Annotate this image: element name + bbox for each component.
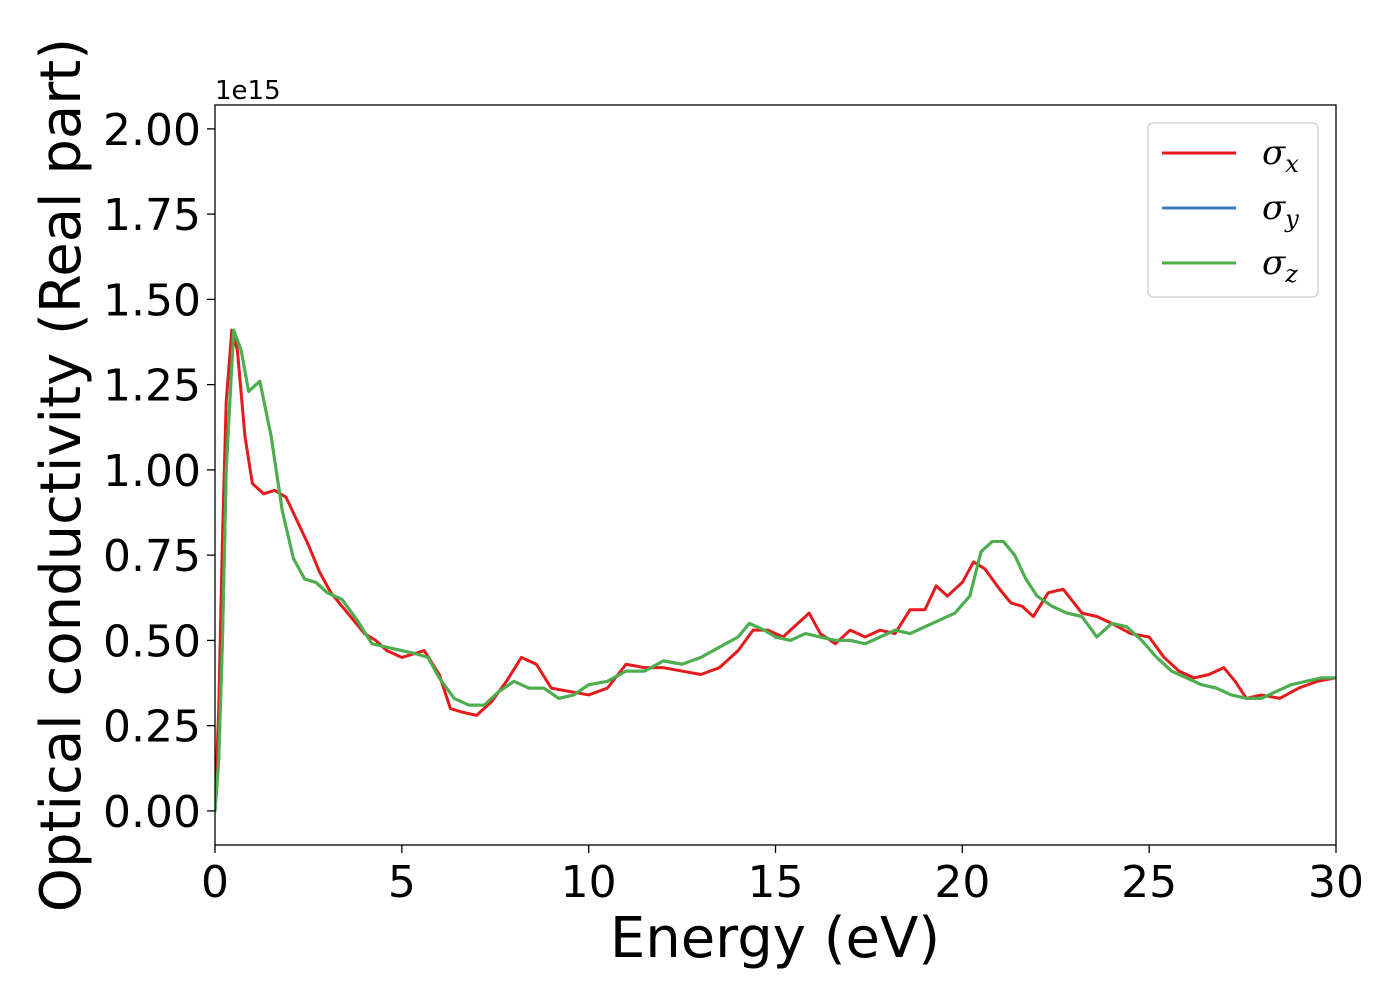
legend-label-base: σ: [1262, 133, 1286, 173]
x-axis-label: Energy (eV): [610, 906, 940, 971]
x-tick-label: 10: [561, 857, 617, 908]
x-tick-label: 20: [934, 857, 990, 908]
series-layer: [215, 328, 1336, 813]
series-line-z: [215, 328, 1336, 813]
y-tick-label: 1.50: [103, 275, 201, 326]
y-offset-label: 1e15: [215, 76, 281, 106]
y-tick-label: 0.75: [103, 531, 201, 582]
x-tick-label: 0: [201, 857, 229, 908]
legend-label-base: σ: [1262, 243, 1286, 283]
x-tick-label: 15: [748, 857, 804, 908]
x-tick-label: 25: [1121, 857, 1177, 908]
legend-label-subscript: x: [1285, 150, 1299, 178]
legend-label-subscript: y: [1284, 205, 1299, 233]
series-line-x: [215, 328, 1336, 813]
y-tick-label: 1.25: [103, 361, 201, 412]
legend-label-base: σ: [1262, 188, 1286, 228]
legend-label-subscript: z: [1284, 260, 1298, 288]
legend-frame: [1147, 122, 1319, 298]
x-tick-label: 5: [388, 857, 416, 908]
y-tick-label: 1.00: [103, 446, 201, 497]
y-tick-label: 0.00: [103, 787, 201, 838]
y-axis-label: Optical conductivity (Real part): [29, 38, 94, 912]
y-tick-label: 0.25: [103, 702, 201, 753]
y-tick-label: 0.50: [103, 616, 201, 667]
legend-label-z: σz: [1262, 243, 1298, 288]
legend-label-y: σy: [1262, 188, 1299, 233]
x-tick-label: 30: [1308, 857, 1364, 908]
y-tick-label: 2.00: [103, 105, 201, 156]
series-line-y: [215, 328, 1336, 813]
legend-label-x: σx: [1262, 133, 1299, 178]
x-axis: 0 5 10 15 20 25 30: [201, 845, 1364, 908]
y-tick-label: 1.75: [103, 190, 201, 241]
y-axis: 0.00 0.25 0.50 0.75 1.00 1.25 1.50 1.75 2.00: [103, 105, 215, 838]
